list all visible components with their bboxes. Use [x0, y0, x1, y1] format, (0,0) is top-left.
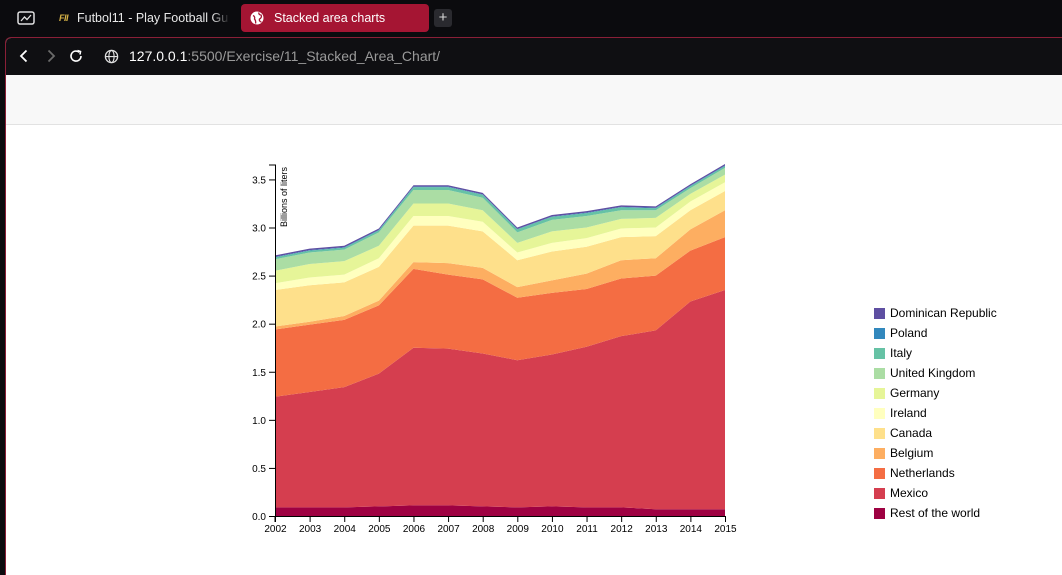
legend-swatch [874, 467, 885, 479]
legend-label: Rest of the world [890, 506, 981, 520]
x-tick-label: 2003 [299, 524, 322, 535]
futbol11-favicon-icon: FII [59, 13, 69, 23]
y-tick-label: 1.5 [252, 368, 266, 379]
url-host: 127.0.0.1 [129, 48, 188, 64]
area-netherlands [275, 237, 725, 397]
x-axis-line [274, 516, 726, 522]
x-tick-label: 2004 [334, 524, 357, 535]
y-tick-label: 2.5 [252, 272, 266, 283]
x-tick-label: 2007 [437, 524, 460, 535]
legend-swatch [874, 447, 885, 459]
legend-swatch [874, 427, 885, 439]
legend-item-united-kingdom: United Kingdom [874, 365, 975, 381]
tab-stacked-area-charts[interactable]: Stacked area charts [241, 4, 429, 32]
legend-item-canada: Canada [874, 425, 932, 441]
browser-window: 127.0.0.1:5500/Exercise/11_Stacked_Area_… [5, 37, 1062, 575]
y-axis-line [269, 164, 276, 517]
address-bar[interactable]: 127.0.0.1:5500/Exercise/11_Stacked_Area_… [129, 48, 440, 64]
url-path: :5500/Exercise/11_Stacked_Area_Chart/ [187, 48, 441, 64]
back-arrow-icon[interactable] [16, 48, 32, 64]
tab-title: Futbol11 - Play Football Gu [77, 11, 229, 25]
legend-swatch [874, 507, 885, 519]
legend-label: United Kingdom [890, 366, 976, 380]
legend-label: Italy [890, 346, 913, 360]
x-tick-label: 2010 [541, 524, 564, 535]
forward-arrow-icon[interactable] [43, 48, 59, 64]
legend-swatch [874, 487, 885, 499]
x-tick-label: 2005 [368, 524, 391, 535]
page-content: 0.0 0.5 1.0 1.5 2.0 2.5 3.0 3.5 Billions of lite… [6, 125, 1062, 575]
legend-label: Dominican Republic [890, 306, 997, 320]
tab-futbol11[interactable]: FII Futbol11 - Play Football Gu [52, 4, 230, 32]
globe-icon [250, 11, 264, 25]
y-tick-label: 0.0 [252, 512, 266, 523]
legend-label: Poland [890, 326, 928, 340]
legend-item-dominican-republic: Dominican Republic [874, 305, 997, 321]
legend-label: Germany [890, 386, 940, 400]
area-canada [275, 190, 725, 327]
stacked-area-chart: 0.0 0.5 1.0 1.5 2.0 2.5 3.0 3.5 Billions of lite… [252, 164, 737, 535]
x-tick-label: 2009 [507, 524, 530, 535]
legend-item-belgium: Belgium [874, 445, 933, 461]
legend-label: Netherlands [890, 466, 955, 480]
x-tick-label: 2015 [714, 524, 737, 535]
area-germany [275, 174, 725, 284]
page-header-bar [6, 75, 1062, 125]
browser-toolbar: 127.0.0.1:5500/Exercise/11_Stacked_Area_… [6, 38, 1062, 75]
legend-label: Belgium [890, 446, 934, 460]
y-tick-label: 3.0 [252, 224, 266, 235]
legend-swatch [874, 347, 885, 359]
legend-item-ireland: Ireland [874, 405, 927, 421]
area-belgium [275, 210, 725, 330]
y-tick-label: 2.0 [252, 320, 266, 331]
area-dominican-republic [275, 164, 725, 257]
area-ireland [275, 182, 725, 291]
tab-strip: FII Futbol11 - Play Football Gu Stacked … [0, 0, 1062, 37]
area-rest-of-the-world [275, 505, 725, 516]
new-tab-button[interactable]: + [434, 9, 452, 27]
legend-item-germany: Germany [874, 385, 939, 401]
area-united-kingdom [275, 167, 725, 271]
sidebar-toggle-icon[interactable] [17, 11, 35, 25]
x-tick-label: 2013 [645, 524, 668, 535]
y-tick-label: 0.5 [252, 464, 266, 475]
legend-swatch [874, 307, 885, 319]
legend-label: Mexico [890, 486, 929, 500]
area-layers [275, 164, 725, 516]
legend-label: Ireland [890, 406, 927, 420]
y-tick-label: 3.5 [252, 175, 266, 186]
area-italy [275, 165, 725, 260]
y-axis: 0.0 0.5 1.0 1.5 2.0 2.5 3.0 3.5 Billions of lite… [252, 164, 289, 523]
legend-swatch [874, 367, 885, 379]
x-tick-label: 2012 [611, 524, 634, 535]
legend-swatch [874, 327, 885, 339]
legend-item-mexico: Mexico [874, 485, 928, 501]
x-tick-label: 2002 [264, 524, 287, 535]
legend-swatch [874, 407, 885, 419]
legend-item-italy: Italy [874, 345, 912, 361]
legend-item-netherlands: Netherlands [874, 465, 955, 481]
x-axis: 2002 2003 2004 2005 2006 2007 2008 2009 2010 2011… [264, 516, 737, 535]
y-tick-label: 1.0 [252, 416, 266, 427]
area-mexico [275, 290, 725, 510]
y-axis-label: Billions of liters [279, 167, 289, 228]
legend-swatch [874, 387, 885, 399]
reload-icon[interactable] [68, 48, 84, 64]
x-tick-label: 2014 [680, 524, 703, 535]
site-globe-icon[interactable] [104, 49, 119, 64]
legend-item-poland: Poland [874, 325, 927, 341]
legend-item-rest-of-the-world: Rest of the world [874, 505, 980, 521]
x-tick-label: 2008 [472, 524, 495, 535]
legend-label: Canada [890, 426, 933, 440]
x-tick-label: 2006 [403, 524, 426, 535]
x-tick-label: 2011 [576, 524, 598, 535]
tab-title: Stacked area charts [274, 11, 386, 25]
